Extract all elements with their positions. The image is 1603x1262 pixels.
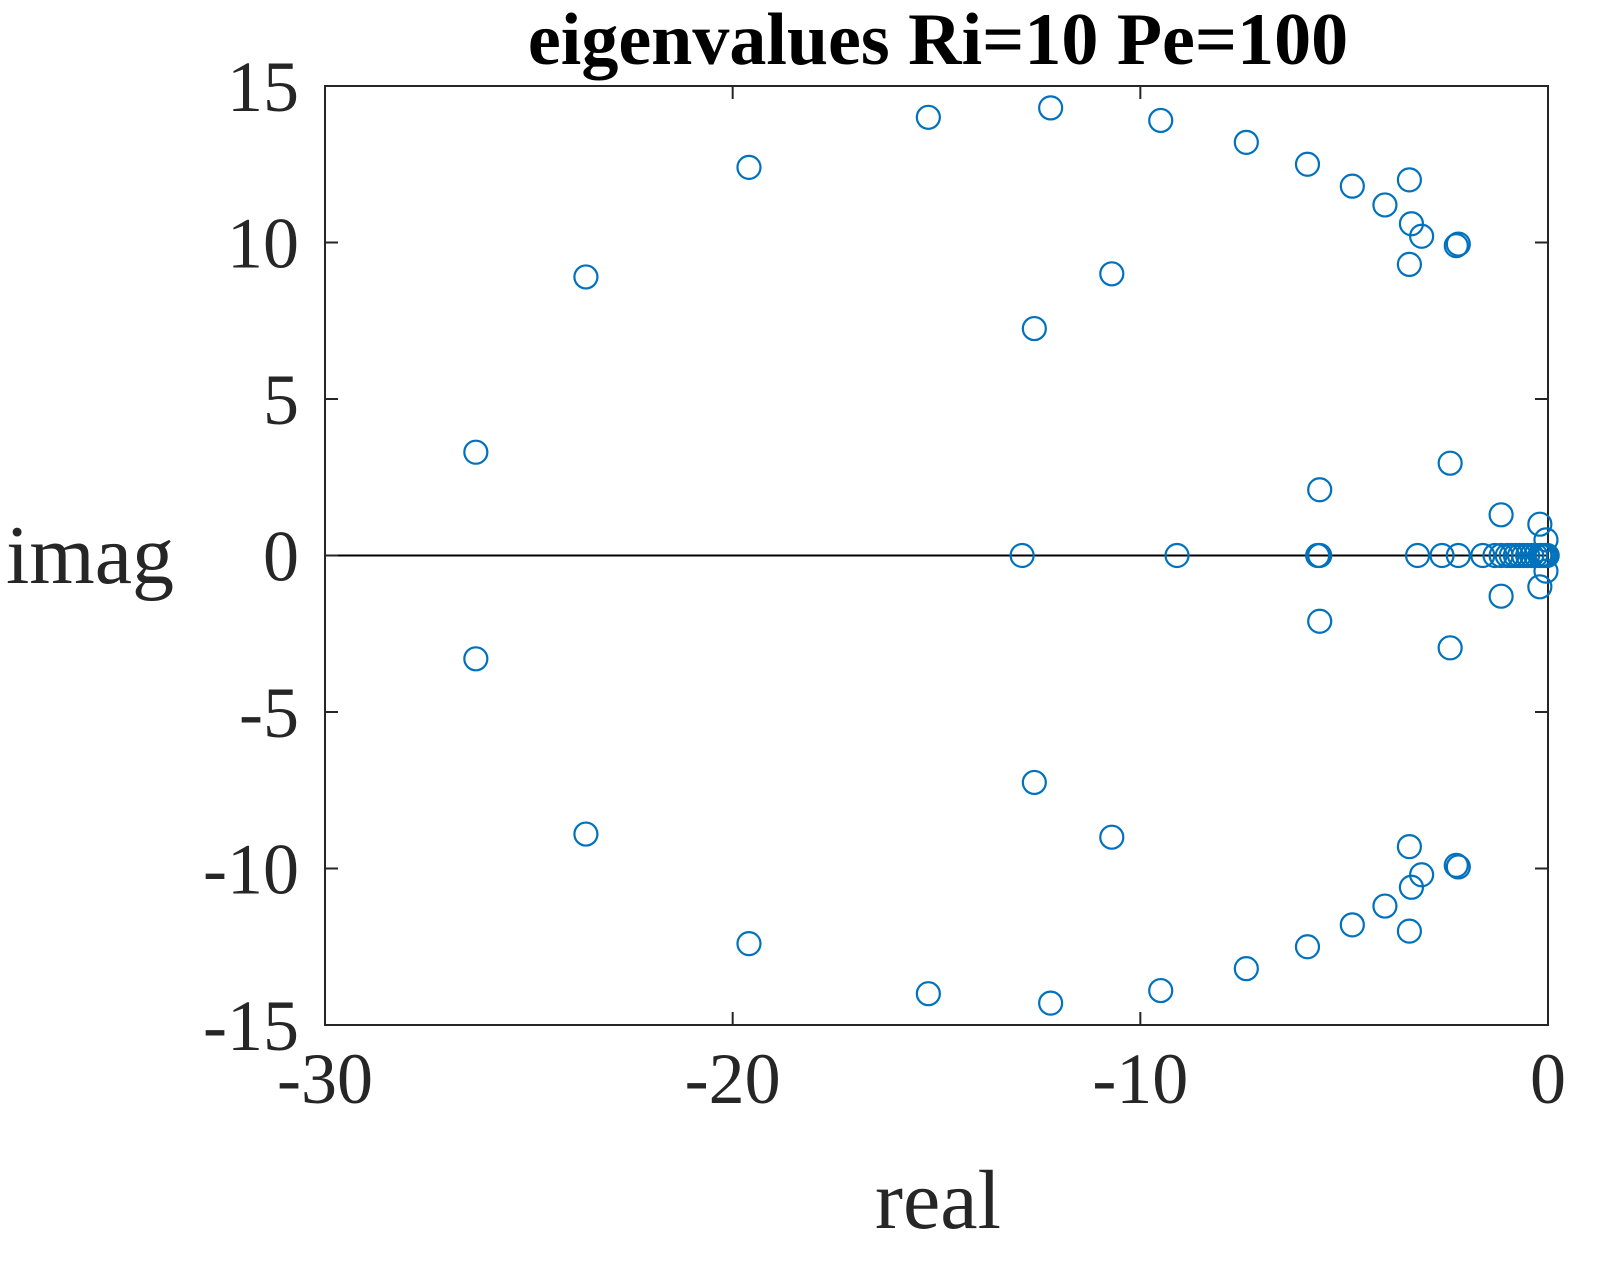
data-point <box>1482 542 1508 569</box>
data-point <box>1404 542 1431 569</box>
data-point <box>1409 223 1435 249</box>
data-point <box>1339 173 1365 199</box>
data-point <box>1009 542 1035 569</box>
y-tick-label: -10 <box>203 830 299 910</box>
data-point <box>1437 450 1463 476</box>
y-tick-label: 0 <box>263 517 299 597</box>
x-tick-label: -30 <box>277 1039 373 1119</box>
data-point <box>1488 502 1514 528</box>
data-point <box>1307 542 1333 569</box>
plot-area: -30 -20 -10 0 -15 -10 -5 0 5 10 15 <box>203 47 1566 1119</box>
data-point <box>573 264 599 290</box>
series-markers <box>463 95 1560 1016</box>
data-point <box>1396 251 1422 278</box>
data-point <box>1443 852 1469 878</box>
data-point <box>1307 608 1333 634</box>
data-point <box>1099 261 1125 287</box>
data-point <box>573 821 599 847</box>
data-point <box>1038 95 1064 121</box>
data-point <box>915 981 941 1007</box>
data-point <box>1307 477 1333 503</box>
x-axis-label: real <box>875 1154 1001 1247</box>
data-point <box>1445 231 1471 257</box>
data-point <box>1021 315 1047 342</box>
data-point <box>1396 918 1422 944</box>
data-point <box>1396 167 1422 193</box>
data-point <box>736 931 762 957</box>
y-axis-label: imag <box>6 509 174 602</box>
data-point <box>1488 583 1514 609</box>
data-point <box>1233 956 1259 982</box>
y-tick-label: 15 <box>227 47 299 127</box>
y-tick-label: 10 <box>227 204 299 284</box>
data-point <box>1148 977 1174 1004</box>
data-point <box>1534 542 1560 569</box>
chart-title: eigenvalues Ri=10 Pe=100 <box>528 0 1348 81</box>
y-tick-label: -15 <box>203 986 299 1066</box>
data-point <box>1372 893 1398 919</box>
data-point <box>1409 862 1435 888</box>
data-point <box>1437 635 1463 661</box>
data-point <box>1372 192 1398 218</box>
data-point <box>1396 833 1422 860</box>
x-tick-label: -20 <box>685 1039 781 1119</box>
data-point <box>1527 574 1553 600</box>
data-point <box>915 104 941 130</box>
data-point <box>463 439 489 465</box>
x-tick-label: 0 <box>1530 1039 1566 1119</box>
data-point <box>1445 854 1471 880</box>
data-point <box>1294 934 1321 960</box>
data-point <box>1164 542 1190 569</box>
y-tick-label: 5 <box>263 360 299 440</box>
x-tick-label: -10 <box>1092 1039 1188 1119</box>
data-point <box>1021 769 1047 796</box>
data-point <box>1443 233 1469 259</box>
data-point <box>463 646 489 672</box>
data-point <box>1233 129 1259 155</box>
data-point <box>1470 542 1496 569</box>
y-tick-label: -5 <box>239 673 299 753</box>
data-point <box>1339 912 1365 938</box>
data-point <box>736 154 762 180</box>
data-point <box>1445 542 1471 569</box>
data-point <box>1099 824 1125 850</box>
data-point <box>1148 107 1174 134</box>
data-point <box>1527 511 1553 537</box>
data-point <box>1038 990 1064 1016</box>
data-point <box>1429 542 1455 569</box>
data-point <box>1294 151 1321 177</box>
